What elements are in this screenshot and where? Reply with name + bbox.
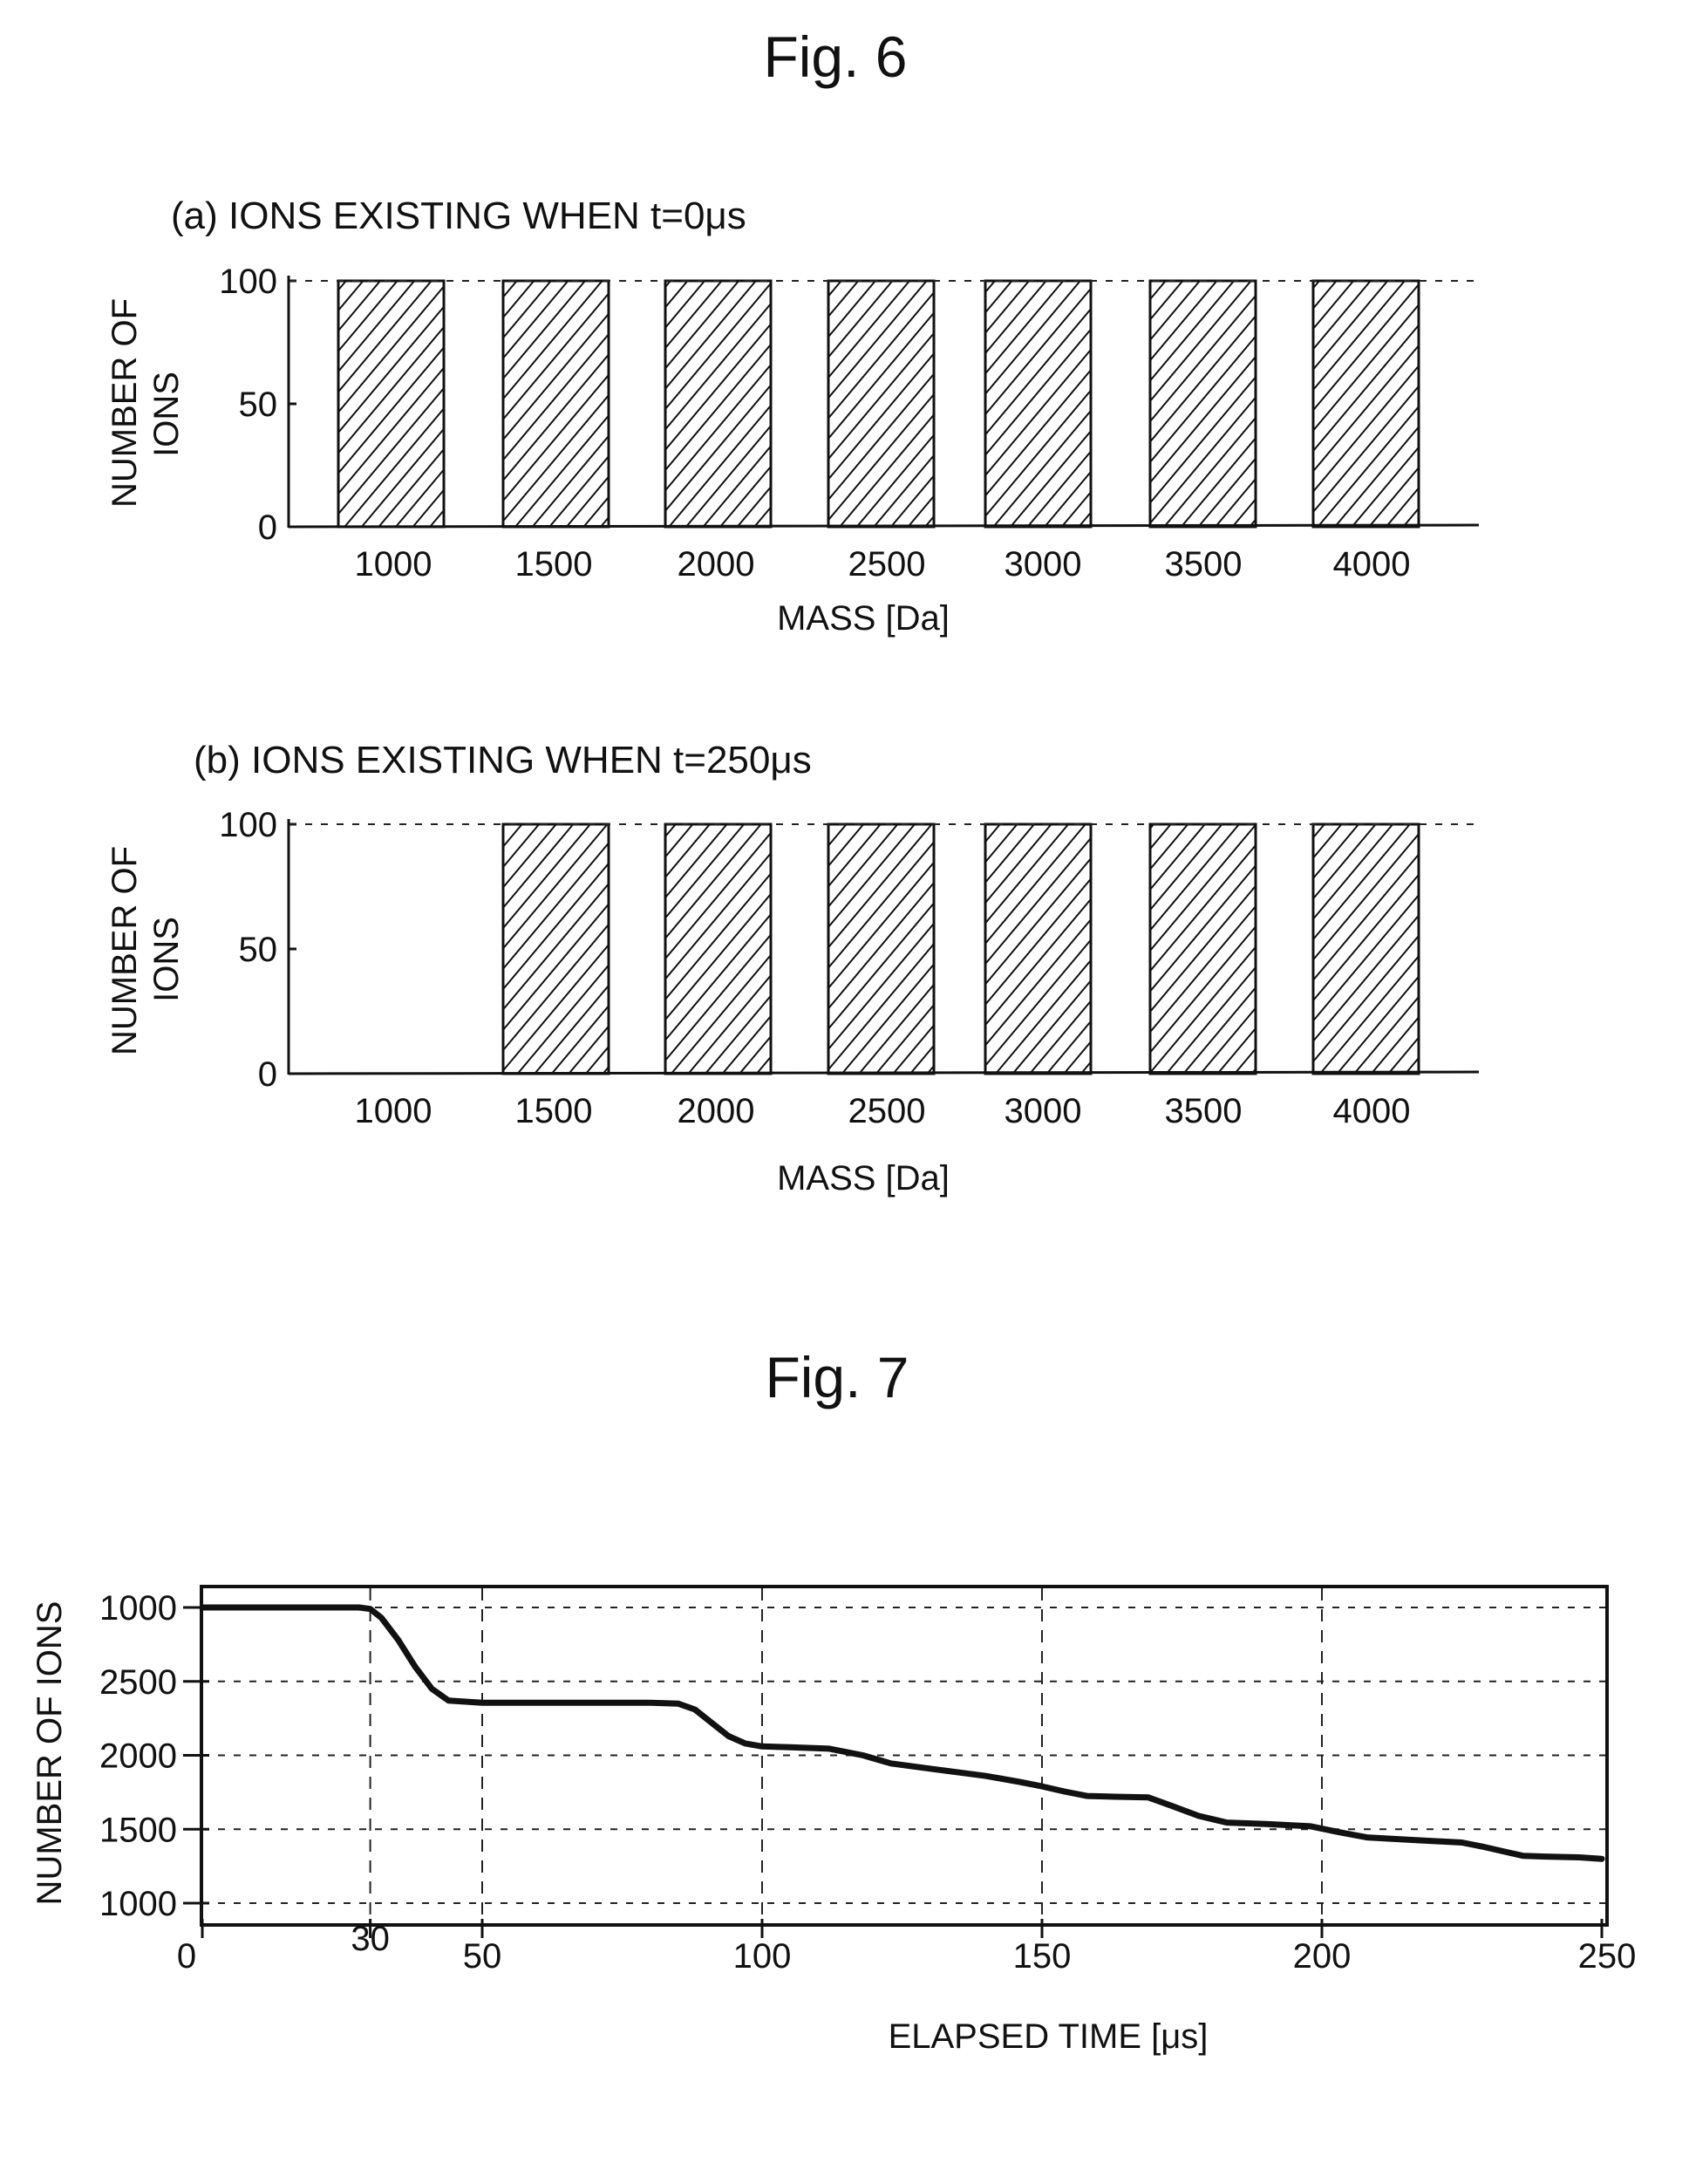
x-tick-label: 3500 (1165, 545, 1243, 584)
fig6a-ylabel-line1: NUMBER OF (106, 298, 144, 508)
fig6b-ylabel-line1: NUMBER OF (106, 846, 144, 1055)
x-tick-label: 2000 (678, 1092, 755, 1130)
x-tick-label: 1500 (515, 545, 593, 584)
x-tick-label: 50 (463, 1937, 502, 1976)
x-tick-label: 100 (733, 1937, 792, 1976)
fig6a-bars (338, 281, 1419, 527)
y-tick-label: 0 (258, 1055, 277, 1094)
y-tick-label: 100 (219, 806, 277, 844)
x-tick-label: 0 (177, 1937, 196, 1976)
fig6b-title: (b) IONS EXISTING WHEN t=250μs (194, 739, 812, 781)
fig6b-bars (503, 824, 1419, 1074)
y-tick-label: 1500 (99, 1811, 177, 1849)
fig6a-ylabel-line2: IONS (147, 372, 186, 457)
y-tick-label: 2500 (99, 1663, 177, 1702)
y-tick-label: 2000 (99, 1737, 177, 1776)
x-tick-label: 4000 (1333, 545, 1411, 584)
x-tick-label: 2500 (848, 545, 926, 584)
bar-2000 (665, 281, 771, 527)
bar-4000 (1313, 281, 1419, 527)
bar-3000 (985, 281, 1091, 527)
fig7-xlabel: ELAPSED TIME [μs] (889, 2017, 1209, 2056)
y-tick-label: 50 (239, 386, 278, 424)
x-tick-label: 250 (1578, 1937, 1637, 1976)
bar-2000 (665, 824, 771, 1074)
figure-sheet: Fig. 6 (a) IONS EXISTING WHEN t=0μs NUMB… (0, 0, 1689, 2184)
fig7-title: Fig. 7 (765, 1345, 909, 1409)
fig7-gridlines (202, 1588, 1607, 1925)
fig6a-title: (a) IONS EXISTING WHEN t=0μs (171, 195, 746, 237)
x-tick-label: 200 (1293, 1937, 1352, 1976)
bar-1500 (503, 824, 609, 1074)
fig6a-y-axis-title: NUMBER OF IONS (106, 298, 186, 508)
bar-3000 (985, 824, 1091, 1074)
x-tick-label: 2500 (848, 1092, 926, 1130)
x-tick-label: 4000 (1333, 1092, 1411, 1130)
x-tick-label: 3500 (1165, 1092, 1243, 1130)
fig6a-x-axis (289, 525, 1479, 527)
bar-3500 (1150, 824, 1256, 1074)
fig6b-x-ticks: 1000 1500 2000 2500 3000 3500 4000 (355, 1092, 1411, 1130)
fig7-ylabel: NUMBER OF IONS (31, 1601, 69, 1906)
fig7-chart: NUMBER OF IONS 10002500200015001000 0305… (31, 1587, 1636, 2056)
fig6a-x-ticks: 1000 1500 2000 2500 3000 3500 4000 (355, 545, 1411, 584)
fig6b-xlabel: MASS [Da] (777, 1159, 950, 1198)
fig6a-chart: (a) IONS EXISTING WHEN t=0μs NUMBER OF I… (106, 195, 1479, 638)
x-tick-label: 3000 (1005, 1092, 1082, 1130)
x-tick-label: 1000 (355, 1092, 432, 1130)
y-tick-label: 100 (219, 263, 277, 301)
fig6b-y-ticks: 0 50 100 (219, 806, 296, 1094)
x-tick-label: 2000 (678, 545, 755, 584)
fig7-y-ticks: 1000 2500 2000 1500 1000 (99, 1589, 209, 1923)
fig6b-ylabel-line2: IONS (147, 917, 186, 1002)
x-tick-label: 150 (1013, 1937, 1072, 1976)
x-tick-label: 1000 (355, 545, 432, 584)
bar-4000 (1313, 824, 1419, 1074)
fig6b-y-axis-title: NUMBER OF IONS (106, 846, 186, 1055)
bar-3500 (1150, 281, 1256, 527)
fig6-title: Fig. 6 (763, 24, 907, 89)
x-tick-label: 3000 (1005, 545, 1082, 584)
y-tick-label: 1000 (99, 1589, 177, 1628)
bar-2500 (828, 824, 934, 1074)
fig6a-xlabel: MASS [Da] (777, 599, 950, 638)
fig6b-x-axis (289, 1072, 1479, 1074)
bar-2500 (828, 281, 934, 527)
fig7-x-ticks: 03050100150200250 (177, 1919, 1637, 1976)
y-tick-label: 0 (258, 508, 277, 547)
bar-1500 (503, 281, 609, 527)
y-tick-label: 1000 (99, 1885, 177, 1923)
y-tick-label: 50 (239, 931, 278, 969)
fig7-ion-count-line (202, 1607, 1602, 1859)
fig6b-chart: (b) IONS EXISTING WHEN t=250μs NUMBER OF… (106, 739, 1479, 1198)
x-tick-label: 1500 (515, 1092, 593, 1130)
bar-1000 (338, 281, 444, 527)
fig6a-y-ticks: 0 50 100 (219, 263, 296, 547)
